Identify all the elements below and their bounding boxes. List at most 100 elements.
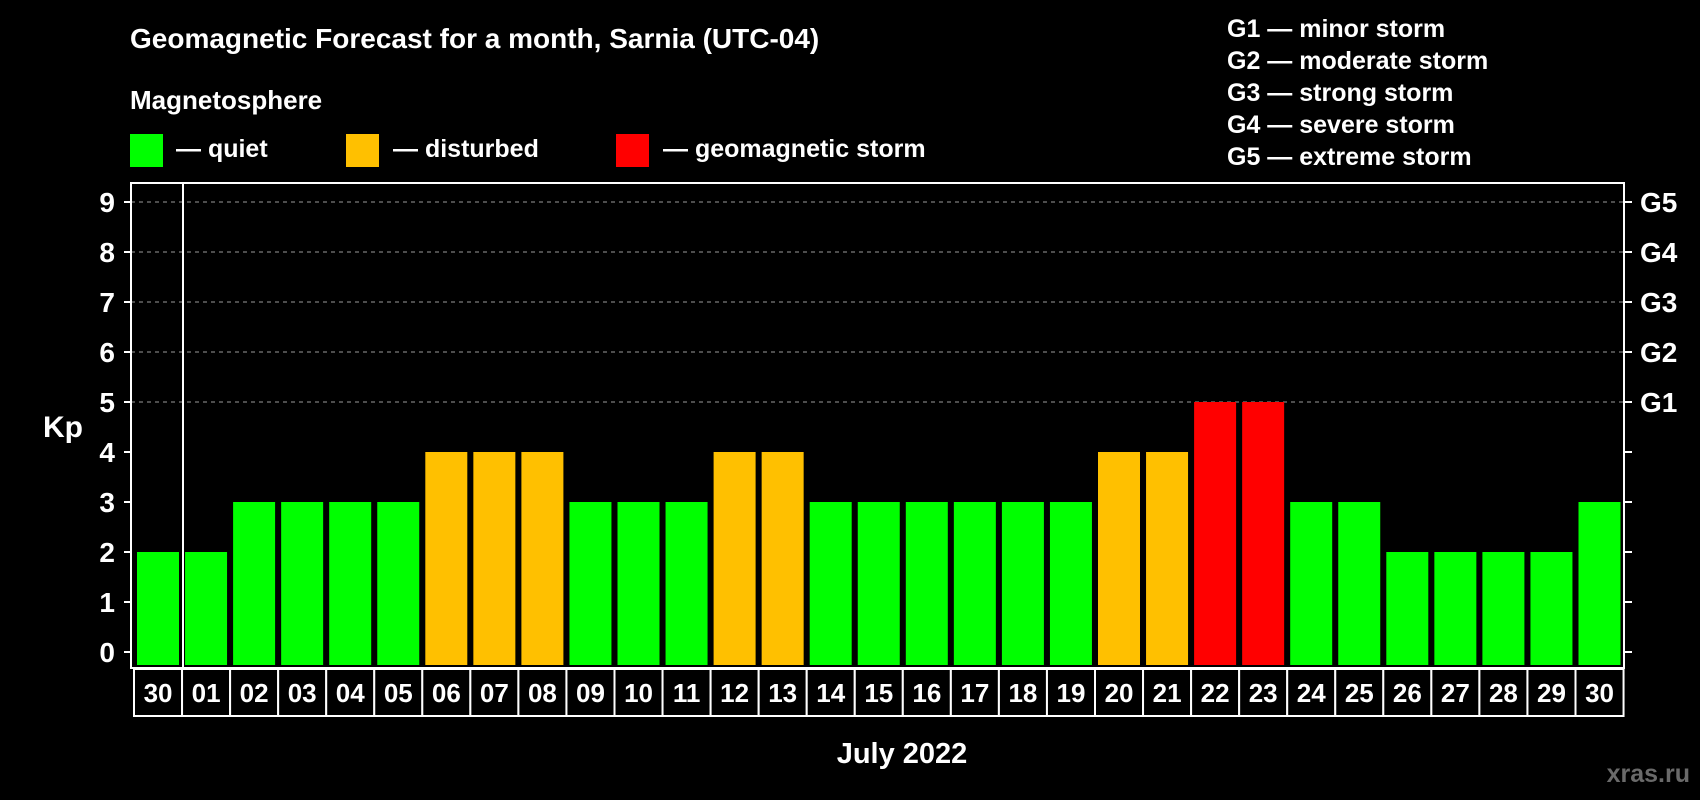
x-category-box-16 [901,668,952,717]
bar-6 [425,452,468,665]
x-category-box-6 [421,668,472,717]
right-axis: G1 G2 G3 G4 G5 [1624,187,1678,653]
bar-26 [1386,552,1429,665]
x-category-box-13 [757,668,808,717]
legend-heading: Magnetosphere [130,85,322,115]
bar-5 [377,502,420,665]
x-tick-label-4: 04 [336,678,365,708]
bar-24 [1290,502,1333,665]
legend-label-quiet: — quiet [176,135,268,163]
y-tick-label-6: 6 [99,337,115,368]
bar-29 [1530,552,1573,665]
legend-swatch-disturbed [346,134,379,167]
x-tick-label-22: 22 [1201,678,1230,708]
x-category-box-18 [997,668,1048,717]
legend-label-disturbed: — disturbed [393,135,539,163]
x-category-box-4 [325,668,376,717]
y-tick-label-3: 3 [99,487,115,518]
x-tick-label-0: 30 [144,678,173,708]
bar-7 [473,452,516,665]
x-category-box-30 [1574,668,1625,717]
bar-13 [761,452,804,665]
x-category-box-22 [1190,668,1241,717]
x-tick-label-14: 14 [816,678,845,708]
legend-swatch-quiet [130,134,163,167]
y-axis-label: Kp [43,411,83,444]
x-tick-label-9: 09 [576,678,605,708]
x-category-box-21 [1142,668,1193,717]
x-tick-label-11: 11 [673,678,701,708]
bar-15 [857,502,900,665]
x-tick-label-21: 21 [1153,678,1182,708]
x-tick-label-6: 06 [432,678,461,708]
x-tick-label-16: 16 [912,678,941,708]
bar-10 [617,502,660,665]
x-category-box-23 [1238,668,1289,717]
bars [137,402,1621,665]
storm-scale-g5: G5 — extreme storm [1227,143,1472,171]
y-tick-label-7: 7 [99,287,115,318]
bar-8 [521,452,564,665]
x-tick-label-18: 18 [1008,678,1037,708]
right-axis-label-g1: G1 [1640,387,1677,418]
x-tick-label-15: 15 [864,678,893,708]
x-tick-label-8: 08 [528,678,557,708]
watermark: xras.ru [1607,760,1690,788]
x-tick-label-2: 02 [240,678,269,708]
right-axis-label-g4: G4 [1640,237,1678,268]
chart-title: Geomagnetic Forecast for a month, Sarnia… [130,23,819,54]
bar-1 [185,552,228,665]
bar-2 [233,502,276,665]
x-tick-label-12: 12 [720,678,749,708]
y-tick-label-1: 1 [99,587,115,618]
bar-9 [569,502,612,665]
storm-scale-g3: G3 — strong storm [1227,79,1453,107]
bar-22 [1194,402,1237,665]
y-tick-label-2: 2 [99,537,115,568]
x-tick-label-17: 17 [960,678,989,708]
bar-28 [1482,552,1525,665]
y-tick-label-5: 5 [99,387,115,418]
storm-scale-g4: G4 — severe storm [1227,111,1455,139]
bar-3 [281,502,324,665]
x-tick-label-3: 03 [288,678,317,708]
bar-12 [713,452,756,665]
y-tick-label-4: 4 [99,437,115,468]
x-tick-label-23: 23 [1249,678,1278,708]
right-axis-label-g3: G3 [1640,287,1677,318]
x-axis: 30 01 02 03 04 05 06 07 08 09 10 11 12 13 14 15 16 17 18 19… [133,668,1625,717]
bar-11 [665,502,708,665]
x-category-box-7 [469,668,520,717]
y-tick-label-8: 8 [99,237,115,268]
right-axis-label-g2: G2 [1640,337,1677,368]
bar-14 [809,502,852,665]
storm-scale-g2: G2 — moderate storm [1227,47,1488,75]
bar-21 [1146,452,1189,665]
legend-label-storm: — geomagnetic storm [663,135,926,163]
bar-23 [1242,402,1285,665]
x-category-box-0 [133,668,184,717]
x-category-box-5 [373,668,424,717]
x-tick-label-30: 30 [1585,678,1614,708]
bar-16 [905,502,948,665]
storm-scale-g1: G1 — minor storm [1227,15,1445,43]
x-tick-label-13: 13 [768,678,797,708]
bar-20 [1098,452,1140,665]
bar-25 [1338,502,1381,665]
grid-lines [131,201,1624,403]
x-tick-label-29: 29 [1537,678,1566,708]
bar-17 [953,502,996,665]
bar-19 [1049,502,1092,665]
bar-18 [1001,502,1044,665]
x-axis-label: July 2022 [837,738,968,770]
x-tick-label-1: 01 [192,678,221,708]
x-tick-label-26: 26 [1393,678,1422,708]
y-axis: 0 1 2 3 4 5 6 7 8 9 [99,187,131,668]
x-category-box-29 [1526,668,1577,717]
x-tick-label-19: 19 [1057,678,1086,708]
x-tick-label-10: 10 [624,678,653,708]
y-tick-label-0: 0 [99,637,115,668]
x-tick-label-28: 28 [1489,678,1518,708]
x-tick-label-25: 25 [1345,678,1374,708]
right-axis-label-g5: G5 [1640,187,1677,218]
